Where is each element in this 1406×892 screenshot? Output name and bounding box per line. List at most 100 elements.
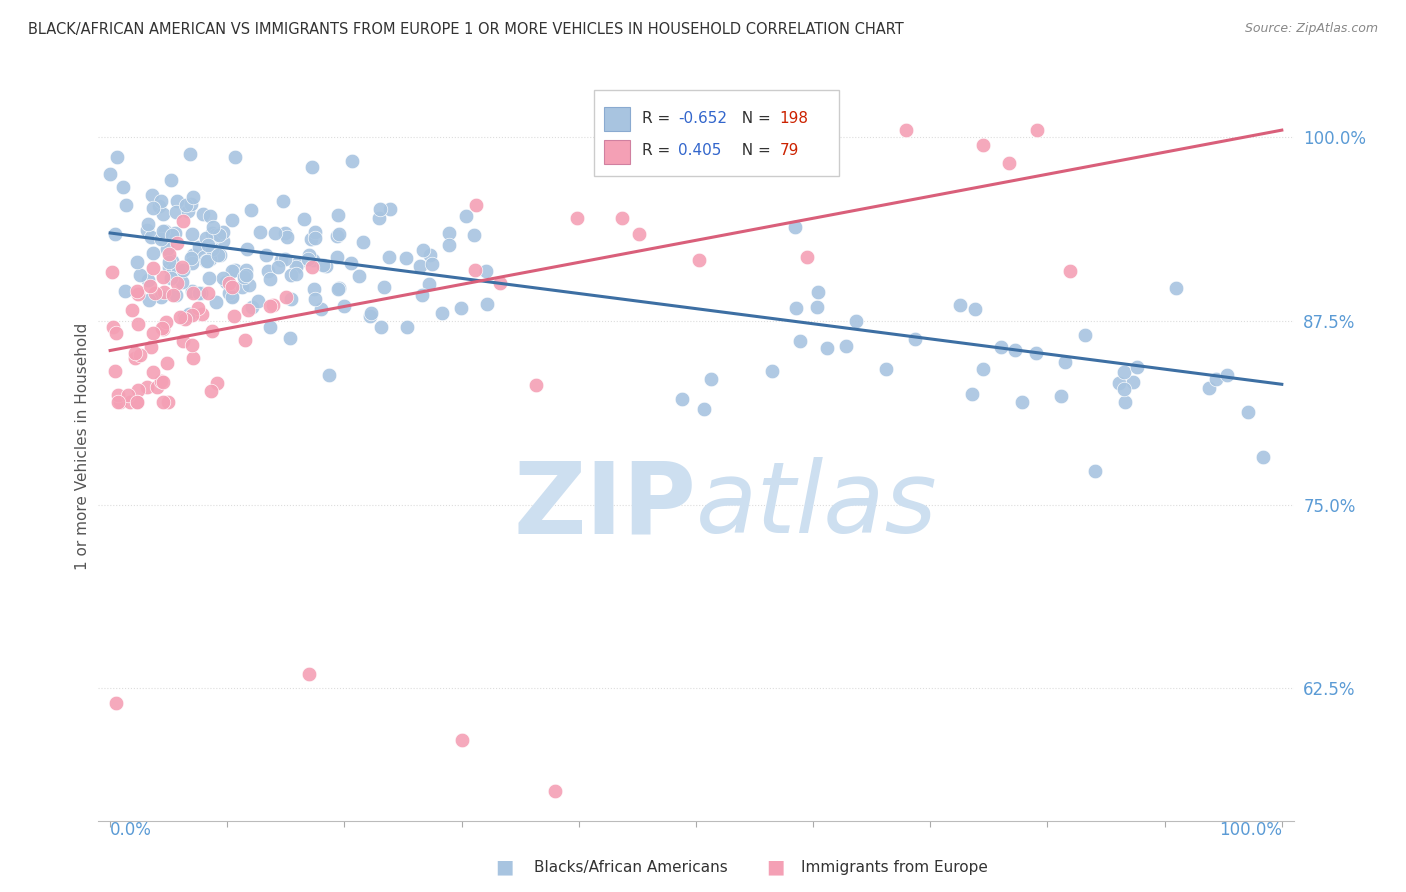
FancyBboxPatch shape — [595, 90, 839, 177]
Point — [292, 211, 315, 226]
Point — [1216, 368, 1239, 382]
Point — [107, 388, 129, 402]
Point — [105, 326, 128, 340]
Point — [998, 155, 1021, 169]
Point — [205, 376, 228, 390]
Point — [208, 227, 231, 242]
Point — [304, 292, 326, 306]
Point — [142, 246, 165, 260]
Point — [565, 211, 588, 226]
Point — [129, 348, 152, 362]
Point — [1126, 360, 1149, 375]
Point — [149, 194, 172, 209]
Point — [204, 227, 226, 242]
Point — [111, 179, 134, 194]
Point — [326, 282, 349, 296]
Point — [368, 202, 391, 216]
Point — [437, 226, 460, 240]
Point — [264, 226, 287, 240]
Point — [202, 229, 225, 244]
Point — [894, 123, 917, 137]
Point — [152, 376, 174, 390]
Point — [1198, 381, 1220, 395]
Point — [160, 227, 183, 242]
Point — [107, 395, 129, 409]
Point — [153, 285, 176, 299]
Point — [450, 732, 472, 747]
Point — [142, 261, 165, 276]
Point — [221, 289, 243, 303]
Point — [135, 380, 157, 394]
Text: Immigrants from Europe: Immigrants from Europe — [801, 860, 988, 874]
Point — [180, 197, 202, 211]
Point — [304, 225, 326, 239]
Point — [235, 263, 257, 277]
Point — [101, 265, 124, 279]
Point — [155, 242, 177, 256]
Point — [127, 317, 149, 331]
Point — [160, 271, 183, 285]
Point — [224, 263, 246, 277]
FancyBboxPatch shape — [605, 139, 630, 163]
Point — [125, 395, 148, 409]
Point — [162, 253, 184, 268]
Point — [875, 362, 897, 376]
Point — [785, 301, 807, 315]
Point — [806, 300, 828, 314]
Point — [105, 696, 128, 710]
Point — [360, 306, 382, 320]
Point — [127, 383, 149, 397]
Point — [454, 209, 477, 223]
Point — [221, 264, 243, 278]
Point — [256, 264, 278, 278]
Point — [214, 275, 236, 289]
Point — [396, 320, 419, 334]
Point — [972, 362, 994, 376]
Point — [136, 273, 159, 287]
Point — [463, 227, 485, 242]
Point — [138, 293, 160, 307]
Point — [280, 268, 302, 283]
Point — [430, 306, 453, 320]
Point — [464, 263, 486, 277]
Point — [278, 331, 301, 345]
Point — [1025, 346, 1047, 360]
Point — [1205, 371, 1227, 385]
Point — [114, 284, 136, 298]
Point — [205, 294, 228, 309]
Point — [340, 256, 363, 270]
Point — [200, 242, 222, 256]
Point — [815, 341, 838, 355]
Point — [198, 271, 221, 285]
Point — [671, 392, 693, 407]
Text: ■: ■ — [766, 857, 785, 877]
Point — [1050, 389, 1073, 403]
Point — [276, 230, 298, 244]
Point — [1004, 343, 1026, 357]
Point — [170, 276, 193, 290]
Point — [150, 290, 173, 304]
Point — [150, 232, 173, 246]
Point — [195, 253, 218, 268]
Point — [221, 213, 243, 227]
Point — [326, 208, 349, 222]
Point — [142, 326, 165, 340]
Point — [610, 211, 633, 226]
Point — [152, 321, 174, 335]
Point — [193, 250, 215, 264]
Point — [218, 276, 240, 290]
Point — [688, 252, 710, 267]
Point — [181, 227, 204, 241]
Point — [232, 270, 254, 285]
Point — [368, 211, 391, 226]
Point — [172, 214, 194, 228]
Point — [340, 154, 363, 169]
Point — [211, 234, 233, 248]
Point — [187, 240, 209, 254]
Point — [152, 269, 174, 284]
Point — [135, 223, 157, 237]
Point — [904, 332, 927, 346]
Point — [477, 297, 499, 311]
Point — [315, 260, 337, 274]
Point — [174, 198, 197, 212]
